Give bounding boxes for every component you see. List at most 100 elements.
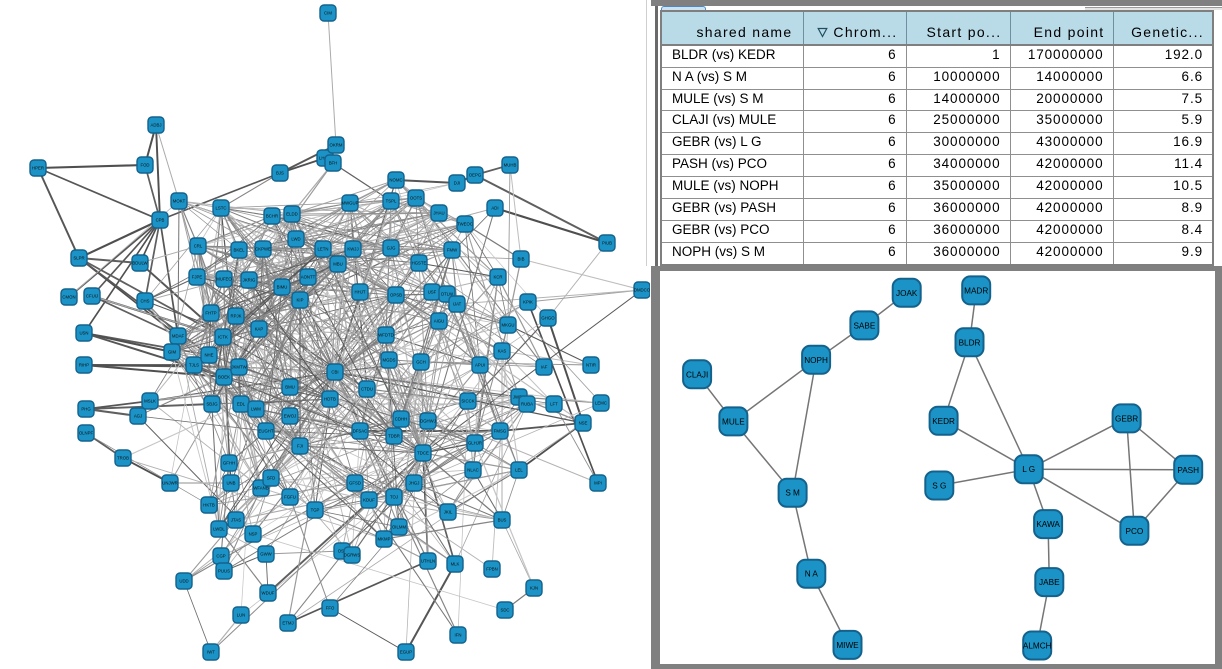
svg-text:JABE: JABE <box>1039 578 1060 587</box>
svg-text:KEDR: KEDR <box>932 417 955 426</box>
svg-text:LWM: LWM <box>251 407 261 412</box>
svg-text:N A: N A <box>805 570 819 579</box>
svg-text:AONTT: AONTT <box>301 275 316 280</box>
svg-text:BKEL: BKEL <box>234 248 246 253</box>
svg-text:RIHP: RIHP <box>79 363 89 368</box>
svg-text:ETMJ: ETMJ <box>282 621 293 626</box>
svg-text:IJAT: IJAT <box>453 302 462 307</box>
svg-text:USN: USN <box>79 331 88 336</box>
svg-text:BIMU: BIMU <box>277 285 288 290</box>
svg-text:BCHR: BCHR <box>266 214 278 219</box>
svg-text:MOKT: MOKT <box>173 199 186 204</box>
svg-text:EUGHT: EUGHT <box>258 429 273 434</box>
svg-text:LWDL: LWDL <box>213 527 225 532</box>
svg-text:JKMTW: JKMTW <box>231 365 247 370</box>
svg-text:OSL: OSL <box>338 549 347 554</box>
svg-text:UTHLN: UTHLN <box>421 559 435 564</box>
svg-text:SFD: SFD <box>267 476 276 481</box>
svg-text:IWT: IWT <box>207 650 215 655</box>
svg-text:NSP: NSP <box>249 532 258 537</box>
svg-text:S M: S M <box>785 489 800 498</box>
svg-text:FHTP: FHTP <box>205 311 216 316</box>
svg-text:KAP: KAP <box>255 327 264 332</box>
svg-text:GIM: GIM <box>168 350 177 355</box>
svg-text:UNB: UNB <box>226 481 235 486</box>
svg-text:NTIR: NTIR <box>586 363 596 368</box>
svg-text:FJI: FJI <box>297 444 303 449</box>
svg-text:PASH: PASH <box>1177 466 1199 475</box>
svg-text:BDULW: BDULW <box>132 261 148 266</box>
svg-text:HHJT: HHJT <box>355 290 366 295</box>
svg-text:ADI: ADI <box>491 206 498 211</box>
svg-text:PUUS: PUUS <box>218 569 230 574</box>
svg-text:GHGO: GHGO <box>541 316 555 321</box>
svg-text:DMDCO: DMDCO <box>634 288 650 293</box>
svg-text:KIP: KIP <box>297 298 304 303</box>
svg-text:KDUF: KDUF <box>363 498 375 503</box>
svg-text:CMON: CMON <box>62 295 75 300</box>
svg-text:SICCK: SICCK <box>461 399 474 404</box>
svg-text:NOPH: NOPH <box>804 356 828 365</box>
svg-text:MGDS: MGDS <box>383 358 396 363</box>
svg-text:NHE: NHE <box>204 353 213 358</box>
svg-text:BOEK: BOEK <box>218 375 230 380</box>
svg-text:FMW: FMW <box>447 248 458 253</box>
svg-text:OKRM: OKRM <box>330 143 343 148</box>
svg-text:MUHB: MUHB <box>504 163 517 168</box>
svg-text:CKPWE: CKPWE <box>255 247 271 252</box>
svg-text:ADBJ: ADBJ <box>151 123 162 128</box>
svg-text:OLNPF: OLNPF <box>79 431 94 436</box>
svg-text:PCO: PCO <box>1126 527 1144 536</box>
svg-text:LWD: LWD <box>291 237 300 242</box>
svg-text:TJLS: TJLS <box>189 363 199 368</box>
svg-text:NLAC: NLAC <box>467 468 478 473</box>
svg-text:CIM: CIM <box>324 11 332 16</box>
svg-text:BMU: BMU <box>285 385 295 390</box>
svg-text:DJI: DJI <box>454 181 460 186</box>
svg-text:KCR: KCR <box>493 275 502 280</box>
svg-text:EWOJ: EWOJ <box>284 414 296 419</box>
svg-text:ALMCH: ALMCH <box>1023 642 1052 651</box>
svg-text:MPI: MPI <box>594 481 602 486</box>
svg-text:S G: S G <box>932 482 946 491</box>
svg-text:LUN: LUN <box>237 613 246 618</box>
svg-text:JHAU: JHAU <box>433 211 444 216</box>
svg-text:KAS: KAS <box>498 349 507 354</box>
svg-text:GJG: GJG <box>387 246 396 251</box>
svg-text:BFH: BFH <box>329 161 338 166</box>
svg-text:JOAK: JOAK <box>896 289 918 298</box>
svg-text:CTDU: CTDU <box>361 387 373 392</box>
svg-text:MWGUP: MWGUP <box>342 201 359 206</box>
svg-text:FGFU: FGFU <box>284 495 296 500</box>
svg-text:JKRIG: JKRIG <box>243 278 256 283</box>
svg-text:MSLK: MSLK <box>144 399 156 404</box>
svg-text:EGUP: EGUP <box>400 650 412 655</box>
svg-text:UNJWR: UNJWR <box>162 481 178 486</box>
svg-text:ICTK: ICTK <box>218 335 228 340</box>
svg-text:TROB: TROB <box>117 456 129 461</box>
svg-text:WFANB: WFANB <box>253 486 268 491</box>
svg-text:IFN: IFN <box>455 633 462 638</box>
svg-text:TDCE: TDCE <box>417 451 429 456</box>
svg-text:GEBR: GEBR <box>1115 414 1138 423</box>
svg-text:KPIK: KPIK <box>523 300 533 305</box>
svg-text:TSPL: TSPL <box>386 199 397 204</box>
svg-text:MKMP: MKMP <box>378 537 391 542</box>
svg-text:DGHWJ: DGHWJ <box>420 419 436 424</box>
svg-text:BUS: BUS <box>498 518 507 523</box>
svg-text:GFSD: GFSD <box>349 481 361 486</box>
svg-text:CRL: CRL <box>194 244 203 249</box>
svg-text:MADR: MADR <box>964 286 988 295</box>
svg-text:CBI: CBI <box>331 370 338 375</box>
svg-text:WDUF: WDUF <box>262 591 275 596</box>
svg-text:RUBA: RUBA <box>521 402 533 407</box>
svg-text:HKTB: HKTB <box>203 503 215 508</box>
svg-text:DTLW: DTLW <box>441 292 454 297</box>
svg-text:CLAJI: CLAJI <box>686 370 708 379</box>
svg-text:OILMM: OILMM <box>392 525 407 530</box>
svg-text:SBJG: SBJG <box>206 402 218 407</box>
svg-text:MIWE: MIWE <box>836 641 859 650</box>
svg-text:HDTB: HDTB <box>324 397 336 402</box>
svg-text:APUI: APUI <box>475 363 485 368</box>
svg-text:BLDR: BLDR <box>959 338 981 347</box>
